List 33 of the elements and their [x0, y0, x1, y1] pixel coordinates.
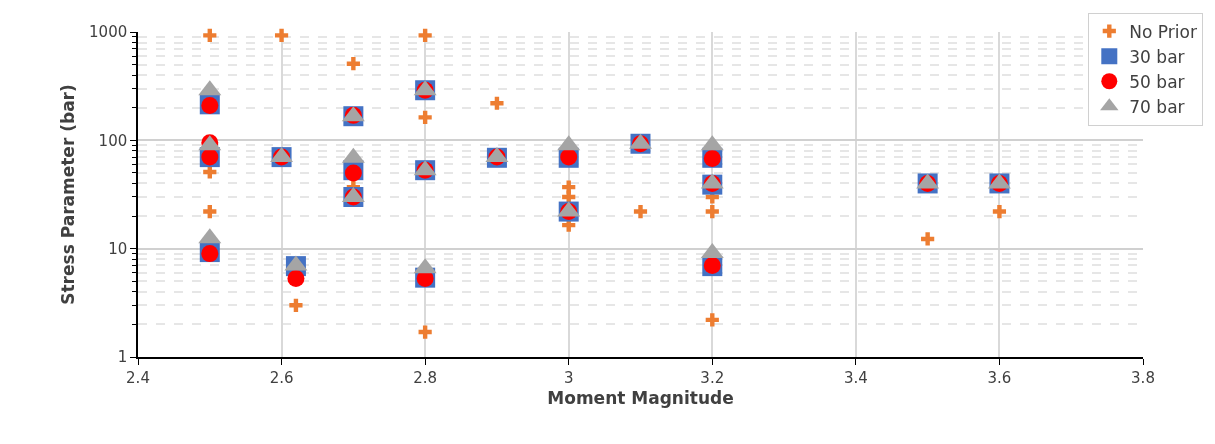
x-tick-label: 3.6: [987, 368, 1012, 387]
x-tick-label: 3.8: [1131, 368, 1155, 387]
y-tick-label: 1: [117, 348, 128, 367]
y-tick-label: 10: [108, 239, 128, 258]
point: [705, 204, 719, 219]
point: [992, 204, 1007, 219]
legend-label: 30 bar: [1129, 46, 1185, 67]
point: [418, 325, 432, 339]
legend-label: 50 bar: [1129, 71, 1185, 92]
y-axis-title: Stress Parameter (bar): [58, 84, 79, 305]
point: [203, 28, 217, 43]
x-tick-label: 2.4: [126, 368, 150, 387]
x-tick-label: 3: [563, 368, 574, 387]
point: [346, 57, 360, 71]
legend-label: No Prior: [1129, 21, 1197, 42]
x-axis-title: Moment Magnitude: [547, 387, 734, 408]
x-tick-label: 2.8: [413, 368, 438, 387]
point: [921, 232, 935, 246]
x-tick-label: 3.2: [700, 368, 725, 387]
point: [705, 313, 719, 327]
point: [287, 270, 305, 288]
x-tick-label: 3.4: [843, 368, 868, 387]
point: [274, 28, 289, 43]
y-tick-label: 1000: [89, 23, 128, 42]
legend-label: 70 bar: [1129, 96, 1185, 117]
point: [633, 204, 648, 219]
point: [203, 204, 217, 219]
point: [289, 298, 303, 312]
point: [418, 110, 432, 124]
y-tick-label: 100: [98, 131, 128, 150]
x-tick-label: 2.6: [269, 368, 294, 387]
point: [418, 28, 432, 43]
point: [490, 96, 504, 110]
